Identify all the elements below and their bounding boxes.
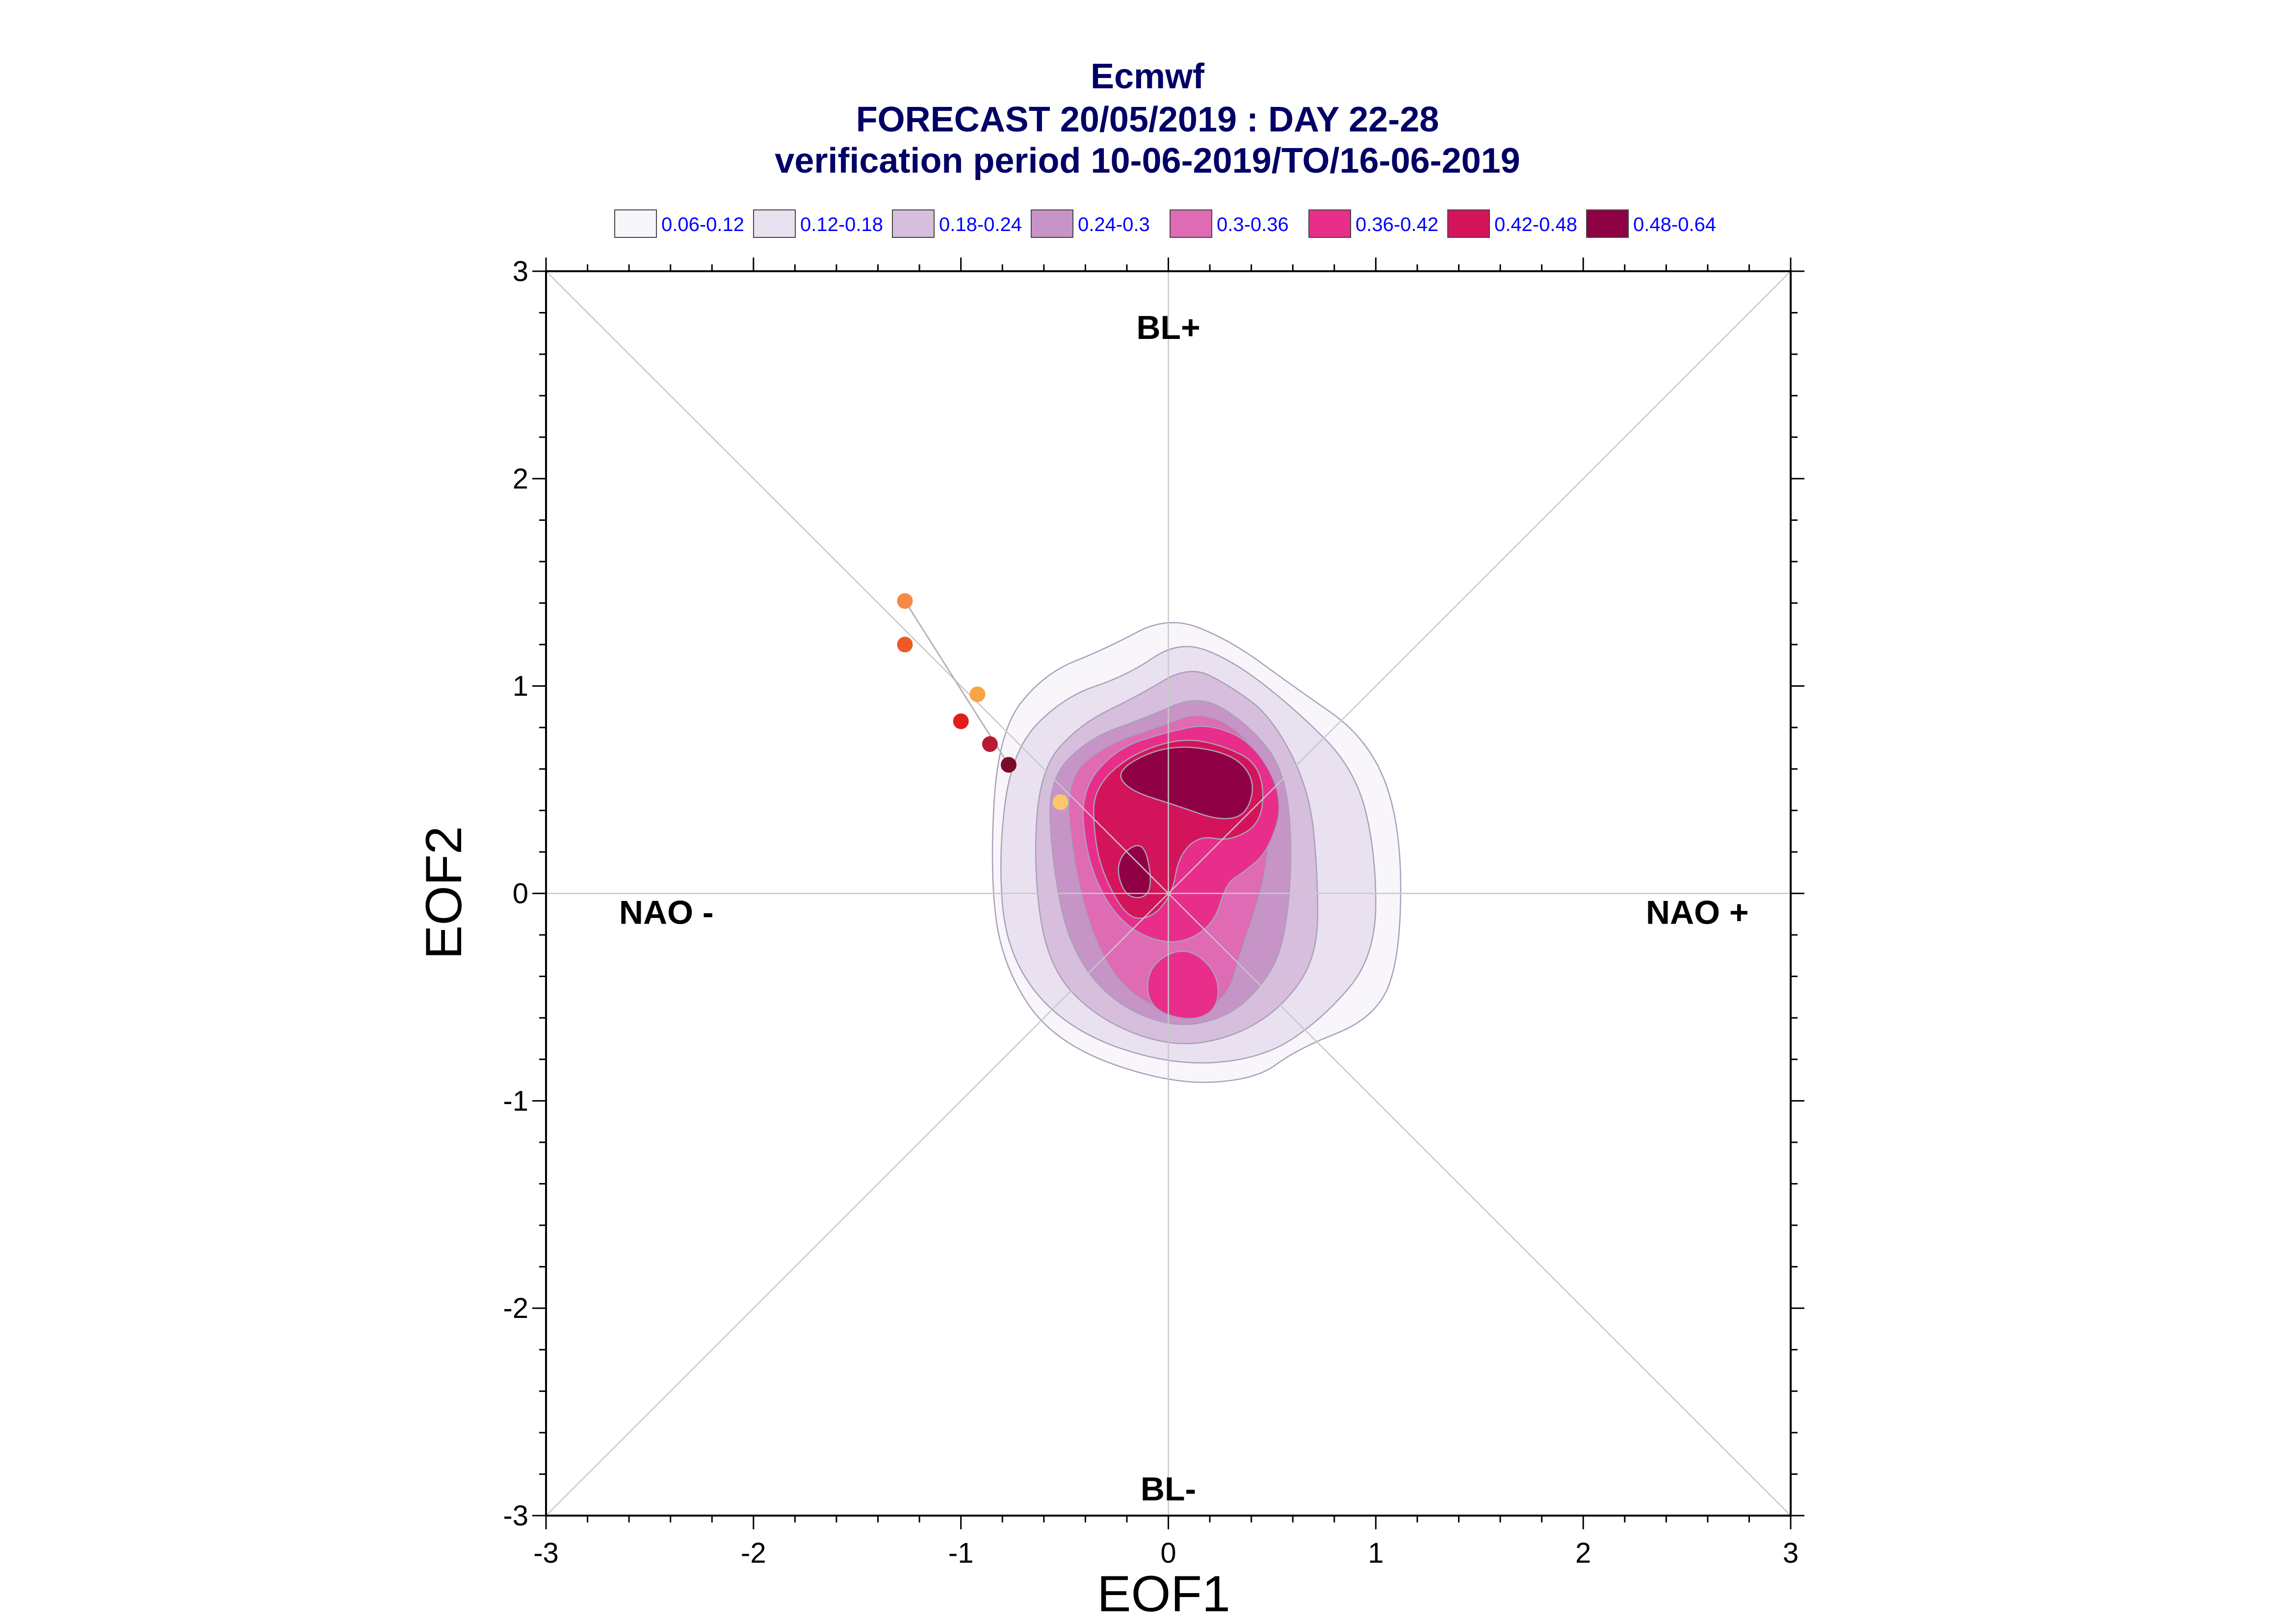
regime-label: NAO + xyxy=(1646,894,1749,931)
legend-label: 0.12-0.18 xyxy=(800,214,883,235)
legend-swatch xyxy=(1586,209,1629,238)
data-point xyxy=(897,593,913,609)
diagonal-line xyxy=(546,271,1791,1516)
legend-swatch xyxy=(1170,209,1212,238)
legend-label: 0.18-0.24 xyxy=(939,214,1022,235)
x-tick-label: 3 xyxy=(1783,1537,1799,1569)
legend-label: 0.24-0.3 xyxy=(1078,214,1150,235)
x-tick-label: 1 xyxy=(1368,1537,1383,1569)
legend-swatch xyxy=(1308,209,1351,238)
legend-swatch xyxy=(1031,209,1073,238)
data-point xyxy=(953,713,969,729)
x-tick-label: 2 xyxy=(1575,1537,1591,1569)
regime-label: NAO - xyxy=(619,894,714,931)
x-tick-label: -2 xyxy=(741,1537,766,1569)
x-axis-title: EOF1 xyxy=(1097,1566,1230,1623)
contour-region xyxy=(1118,845,1151,899)
legend-label: 0.36-0.42 xyxy=(1356,214,1438,235)
data-point xyxy=(982,736,998,752)
title-line-3: verification period 10-06-2019/TO/16-06-… xyxy=(775,141,1520,180)
y-tick-label: -2 xyxy=(503,1292,528,1324)
y-tick-label: 0 xyxy=(513,878,528,910)
data-point xyxy=(969,686,986,702)
plot-grid xyxy=(546,271,1791,1516)
data-point xyxy=(1000,757,1017,773)
regime-labels: BL+ BL- NAO - NAO + xyxy=(619,309,1749,1508)
legend-swatch xyxy=(892,209,935,238)
axis-ticks: -3 -2 -1 0 1 2 3 -3 -2 -1 0 1 2 3 xyxy=(503,256,1804,1569)
legend-label: 0.48-0.64 xyxy=(1633,214,1716,235)
x-tick-label: -3 xyxy=(533,1537,559,1569)
x-tick-label: -1 xyxy=(948,1537,974,1569)
title-line-1: Ecmwf xyxy=(1091,57,1205,96)
y-tick-label: -3 xyxy=(503,1500,528,1532)
data-points xyxy=(897,593,1069,810)
y-tick-label: 2 xyxy=(513,463,528,495)
legend-label: 0.06-0.12 xyxy=(661,214,744,235)
data-point xyxy=(1052,794,1069,810)
legend-label: 0.3-0.36 xyxy=(1217,214,1289,235)
legend-swatch xyxy=(753,209,796,238)
data-point xyxy=(897,637,913,653)
chart-title: Ecmwf FORECAST 20/05/2019 : DAY 22-28 ve… xyxy=(775,57,1520,180)
title-line-2: FORECAST 20/05/2019 : DAY 22-28 xyxy=(856,100,1439,139)
y-tick-label: 1 xyxy=(513,670,528,702)
y-axis-title: EOF2 xyxy=(416,826,472,959)
regime-label: BL- xyxy=(1141,1470,1196,1508)
y-tick-label: 3 xyxy=(513,256,528,287)
legend-label: 0.42-0.48 xyxy=(1494,214,1577,235)
legend-swatch xyxy=(1447,209,1490,238)
legend-swatch xyxy=(614,209,657,238)
legend: 0.06-0.12 0.12-0.18 0.18-0.24 0.24-0.3 0.3-0… xyxy=(614,209,1716,238)
contour-fills xyxy=(991,622,1402,1083)
x-tick-label: 0 xyxy=(1160,1537,1176,1569)
regime-label: BL+ xyxy=(1136,309,1200,346)
y-tick-label: -1 xyxy=(503,1085,528,1117)
